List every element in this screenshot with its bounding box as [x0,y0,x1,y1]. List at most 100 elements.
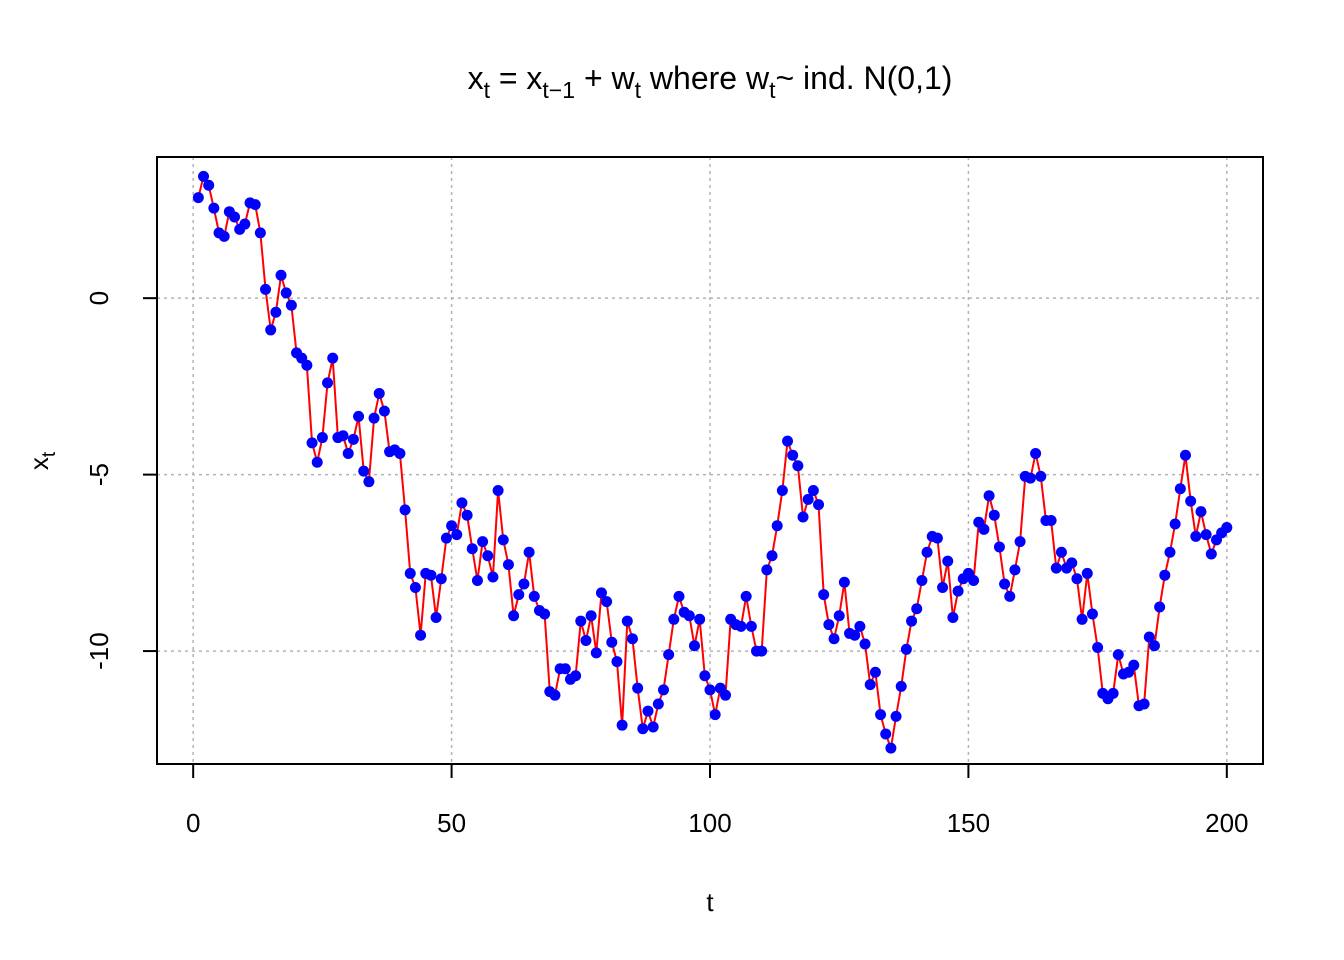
data-point-31 [347,433,359,445]
y-tick-label-0: 0 [84,291,114,305]
data-point-8 [229,211,241,223]
data-point-159 [1009,564,1021,576]
title-x-term: x [468,60,484,96]
data-point-81 [606,636,618,648]
data-point-160 [1014,536,1026,548]
data-point-60 [497,534,509,546]
data-point-57 [482,550,494,562]
data-point-186 [1148,640,1160,652]
data-point-179 [1112,649,1124,661]
title-w-subscript-2: t [769,77,776,103]
data-point-196 [1200,529,1212,541]
data-point-16 [270,306,282,318]
data-point-187 [1154,601,1166,613]
data-point-42 [404,567,416,579]
data-point-61 [502,559,514,571]
data-point-68 [539,608,551,620]
data-point-131 [864,679,876,691]
data-point-92 [663,649,675,661]
data-point-123 [823,619,835,631]
data-point-18 [280,287,292,299]
series-points [192,170,1233,754]
x-tick-label-0: 0 [186,808,200,838]
data-point-98 [694,613,706,625]
data-point-47 [430,612,442,624]
data-point-27 [327,352,339,364]
x-tick-label-2: 100 [688,808,731,838]
data-point-34 [363,476,375,488]
data-point-89 [647,721,659,733]
data-point-59 [492,484,504,496]
data-point-88 [642,705,654,717]
data-point-175 [1092,642,1104,654]
data-point-111 [761,564,773,576]
data-point-93 [668,613,680,625]
data-point-30 [342,447,354,459]
data-point-141 [916,574,928,586]
title-equals: = [490,60,526,96]
data-point-107 [740,590,752,602]
data-point-46 [425,569,437,581]
data-point-174 [1086,608,1098,620]
data-point-78 [590,647,602,659]
data-point-35 [368,412,380,424]
data-point-142 [921,546,933,558]
data-point-70 [549,689,561,701]
data-point-156 [993,541,1005,553]
data-point-103 [720,689,732,701]
data-point-53 [461,509,473,521]
y-axis-label-subscript: t [39,451,60,457]
data-point-29 [337,430,349,442]
data-point-80 [601,596,613,608]
data-point-182 [1128,659,1140,671]
data-point-25 [316,432,328,444]
data-point-113 [771,520,783,532]
data-point-197 [1205,548,1217,560]
data-point-24 [311,456,323,468]
data-point-99 [699,670,711,682]
data-point-172 [1076,613,1088,625]
data-point-135 [885,742,897,754]
data-point-147 [947,612,959,624]
y-axis-label: xt [24,451,60,470]
data-point-138 [900,643,912,655]
title-where: where [641,60,746,96]
data-point-94 [673,590,685,602]
data-point-118 [797,511,809,523]
data-point-173 [1081,567,1093,579]
data-point-100 [704,684,716,696]
data-point-139 [906,615,918,627]
data-point-134 [880,728,892,740]
x-tick-label-3: 150 [947,808,990,838]
data-point-195 [1195,506,1207,518]
grid [157,157,1263,764]
series-line [197,173,1228,753]
data-point-36 [373,387,385,399]
data-point-184 [1138,698,1150,710]
data-point-144 [931,532,943,544]
data-point-194 [1190,530,1202,542]
data-point-114 [776,484,788,496]
data-point-153 [978,523,990,535]
data-point-26 [322,377,334,389]
data-point-12 [249,199,261,211]
x-axis-label: t [706,887,714,917]
data-point-164 [1035,470,1047,482]
data-point-91 [657,684,669,696]
data-point-55 [471,574,483,586]
data-point-2 [198,170,210,182]
data-point-17 [275,269,287,281]
data-point-3 [203,179,215,191]
data-point-96 [683,610,695,622]
data-point-106 [735,620,747,632]
data-point-162 [1024,472,1036,484]
data-point-22 [301,359,313,371]
data-point-121 [813,499,825,511]
data-point-90 [652,698,664,710]
data-point-126 [838,576,850,588]
data-point-33 [358,465,370,477]
data-point-87 [637,723,649,735]
data-point-50 [446,520,458,532]
data-point-79 [595,587,607,599]
data-point-155 [988,509,1000,521]
